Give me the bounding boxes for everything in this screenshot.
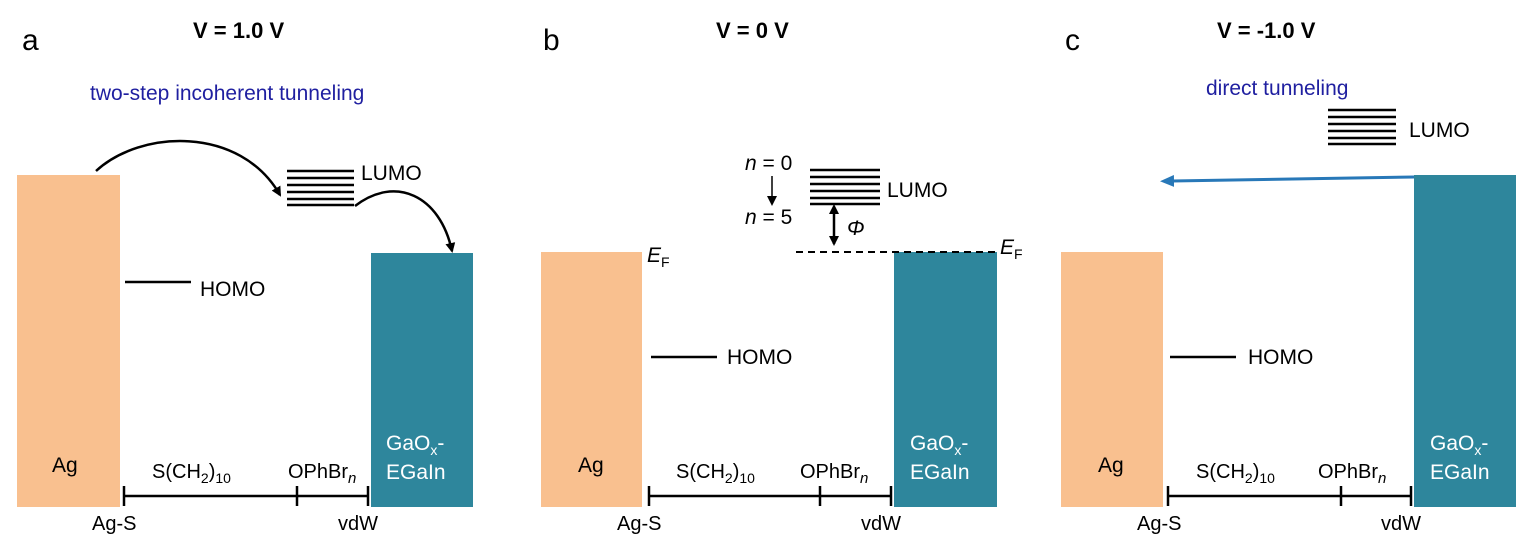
hop-arrow-2 [354,190,456,253]
panel-letter: a [22,24,39,57]
ag-electrode [17,175,120,507]
egain-electrode [371,253,473,507]
vdw-interface-label: vdW [861,513,901,535]
panel-letter: b [543,24,560,57]
ag-label: Ag [1098,454,1124,477]
mechanism-label: two-step incoherent tunneling [90,82,364,105]
egain-label-line1: GaOx- [386,432,444,458]
panel-c: c V = -1.0 V direct tunneling LUMO Ag Ga… [1061,18,1516,535]
vdw-interface-label: vdW [338,513,378,535]
voltage-label: V = -1.0 V [1217,18,1316,43]
ag-electrode [541,252,642,507]
lumo-label: LUMO [361,162,422,185]
egain-label-line1: GaOx- [910,432,968,458]
barrier-height-label: Φ [847,217,865,240]
aromatic-segment-label: OPhBrn [800,461,868,487]
lumo-levels [1328,108,1396,146]
mechanism-label: direct tunneling [1206,77,1348,100]
alkyl-segment-label: S(CH2)10 [152,461,231,486]
homo-label: HOMO [200,278,265,301]
egain-electrode [1414,175,1516,507]
ag-label: Ag [578,454,604,477]
lumo-levels [810,168,880,206]
ag-s-interface-label: Ag-S [1137,513,1181,535]
homo-label: HOMO [1248,346,1313,369]
ag-s-interface-label: Ag-S [617,513,661,535]
hop-arrow-1 [95,139,282,197]
lumo-levels [287,169,354,207]
ag-electrode [1061,252,1163,507]
egain-label-line2: EGaIn [386,461,446,484]
voltage-label: V = 1.0 V [193,18,284,43]
egain-label-line1: GaOx- [1430,432,1488,458]
homo-label: HOMO [727,346,792,369]
alkyl-segment-label: S(CH2)10 [676,461,755,486]
alkyl-segment-label: S(CH2)10 [1196,461,1275,486]
aromatic-segment-label: OPhBrn [288,461,356,487]
egain-label-line2: EGaIn [1430,461,1490,484]
ag-s-interface-label: Ag-S [92,513,136,535]
n-top-label: n = 0 [745,152,792,175]
aromatic-segment-label: OPhBrn [1318,461,1386,487]
direct-tunneling-arrow [1160,174,1415,187]
molecule-axis [122,486,370,506]
vdw-interface-label: vdW [1381,513,1421,535]
ag-label: Ag [52,454,78,477]
fermi-level-left-label: EF [647,244,670,270]
n-bottom-label: n = 5 [745,206,792,229]
molecule-axis [647,486,893,506]
panel-letter: c [1065,24,1080,57]
panel-a: a V = 1.0 V two-step incoherent tunnelin… [17,18,473,535]
molecule-axis [1166,486,1413,506]
lumo-label: LUMO [1409,119,1470,142]
fermi-level-right-label: EF [1000,236,1023,262]
egain-label-line2: EGaIn [910,461,970,484]
lumo-label: LUMO [887,179,948,202]
voltage-label: V = 0 V [716,18,789,43]
egain-electrode [894,252,997,507]
panel-b: b V = 0 V Ag GaOx- EGaIn EF EF LUMO n = … [541,18,1023,535]
